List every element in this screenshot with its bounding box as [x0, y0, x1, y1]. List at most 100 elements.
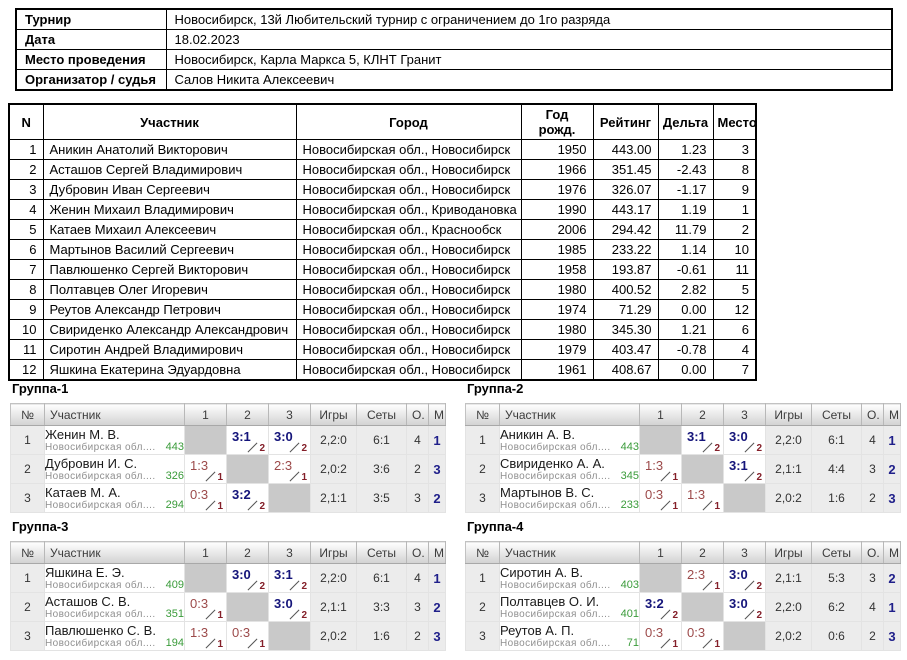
participant-region: Новосибирская обл.... — [45, 442, 156, 453]
participant-number: 2 — [8, 159, 44, 180]
group-title: Группа-2 — [467, 381, 524, 396]
participant-cell: Дубровин И. С. Новосибирская обл.... 326 — [44, 454, 185, 484]
score-divider — [289, 609, 300, 620]
match-score-cell: 0:3 1 — [184, 592, 227, 622]
self-cell — [681, 592, 724, 622]
score-value: 1:3 — [190, 625, 209, 640]
participant-name: Свириденко А. А. — [500, 456, 605, 471]
self-cell — [639, 425, 682, 455]
participant-birth-year: 1980 — [520, 319, 594, 340]
participant-cell: Полтавцев О. И. Новосибирская обл.... 401 — [499, 592, 640, 622]
score-value: 0:3 — [190, 596, 209, 611]
points-cell: 4 — [406, 425, 429, 455]
participant-rating: 326.07 — [592, 179, 659, 200]
participant-rating: 345.30 — [592, 319, 659, 340]
participant-subline: Новосибирская обл.... 194 — [45, 638, 184, 650]
match-score-cell: 0:3 1 — [639, 483, 682, 513]
participant-rating: 326 — [165, 470, 184, 482]
place-cell: 1 — [428, 563, 446, 593]
info-value: Новосибирск, Карла Маркса 5, КЛНТ Гранит — [165, 49, 893, 70]
participant-city: Новосибирская обл., Новосибирск — [295, 339, 522, 360]
participant-birth-year: 1961 — [520, 359, 594, 381]
participant-row: 4 Женин Михаил Владимирович Новосибирская … — [8, 199, 757, 220]
score-points: 2 — [756, 610, 762, 621]
participants-header-name: Участник — [42, 103, 297, 140]
participant-subline: Новосибирская обл.... 403 — [501, 580, 639, 592]
participant-row: 9 Реутов Александр Петрович Новосибирская … — [8, 299, 757, 320]
points-cell: 3 — [406, 483, 429, 513]
group-header-5: Игры — [765, 541, 812, 564]
score-divider — [744, 471, 755, 482]
sets-cell: 6:1 — [811, 425, 862, 455]
participant-birth-year: 1980 — [520, 279, 594, 300]
score-points: 2 — [259, 501, 265, 512]
participant-cell: Асташов С. В. Новосибирская обл.... 351 — [44, 592, 185, 622]
participant-place: 11 — [712, 259, 757, 280]
match-score-cell: 0:3 1 — [681, 621, 724, 651]
score-value: 3:0 — [232, 567, 251, 582]
participant-region: Новосибирская обл.... — [500, 442, 611, 453]
row-number: 2 — [465, 454, 500, 484]
participant-subline: Новосибирская обл.... 443 — [45, 442, 184, 454]
games-cell: 2,0:2 — [310, 454, 357, 484]
participant-name: Аникин Анатолий Викторович — [42, 139, 297, 160]
participant-delta: 0.00 — [657, 359, 714, 381]
score-value: 1:3 — [645, 458, 664, 473]
row-number: 1 — [465, 425, 500, 455]
participant-place: 1 — [712, 199, 757, 220]
participant-name: Дубровин Иван Сергеевич — [42, 179, 297, 200]
participants-header-birth-year: Год рожд. — [520, 103, 594, 140]
participant-birth-year: 1974 — [520, 299, 594, 320]
self-cell — [268, 483, 311, 513]
participant-rating: 351 — [165, 608, 184, 620]
participant-delta: 1.19 — [657, 199, 714, 220]
match-score-cell: 0:3 1 — [184, 483, 227, 513]
info-label: Дата — [15, 29, 167, 50]
points-cell: 3 — [861, 454, 884, 484]
participant-subline: Новосибирская обл.... 345 — [501, 471, 639, 483]
participant-rating: 294 — [165, 499, 184, 511]
participant-name: Женин М. В. — [45, 427, 120, 442]
score-points: 2 — [756, 472, 762, 483]
place-cell: 3 — [428, 621, 446, 651]
participant-cell: Свириденко А. А. Новосибирская обл.... 345 — [499, 454, 640, 484]
group-row: 2 Свириденко А. А. Новосибирская обл.... 34… — [465, 454, 901, 484]
score-points: 2 — [756, 581, 762, 592]
place-cell: 2 — [883, 563, 901, 593]
participant-number: 1 — [8, 139, 44, 160]
score-divider — [247, 500, 258, 511]
participants-header-delta: Дельта — [657, 103, 714, 140]
participant-city: Новосибирская обл., Новосибирск — [295, 319, 522, 340]
participant-city: Новосибирская обл., Новосибирск — [295, 179, 522, 200]
participant-number: 10 — [8, 319, 44, 340]
points-cell: 3 — [406, 592, 429, 622]
participant-number: 6 — [8, 239, 44, 260]
participant-name: Реутов А. П. — [500, 623, 575, 638]
group-header-2: 1 — [639, 403, 682, 426]
match-score-cell: 3:2 2 — [226, 483, 269, 513]
info-row: Дата 18.02.2023 — [15, 29, 893, 50]
participant-place: 4 — [712, 339, 757, 360]
group-row: 3 Мартынов В. С. Новосибирская обл.... 233 0… — [465, 483, 901, 513]
group-header-2: 1 — [184, 541, 227, 564]
row-number: 2 — [10, 592, 45, 622]
participant-region: Новосибирская обл.... — [45, 638, 156, 649]
games-cell: 2,1:1 — [765, 454, 812, 484]
participant-number: 3 — [8, 179, 44, 200]
participant-delta: -0.78 — [657, 339, 714, 360]
score-divider — [289, 580, 300, 591]
row-number: 3 — [10, 621, 45, 651]
participant-city: Новосибирская обл., Краснообск — [295, 219, 522, 240]
participant-place: 7 — [712, 359, 757, 381]
match-score-cell: 1:3 1 — [184, 454, 227, 484]
group-header-0: № — [10, 541, 45, 564]
score-value: 0:3 — [687, 625, 706, 640]
score-points: 1 — [217, 639, 223, 650]
score-value: 3:1 — [274, 567, 293, 582]
games-cell: 2,2:0 — [765, 425, 812, 455]
games-cell: 2,0:2 — [310, 621, 357, 651]
match-score-cell: 2:3 1 — [268, 454, 311, 484]
